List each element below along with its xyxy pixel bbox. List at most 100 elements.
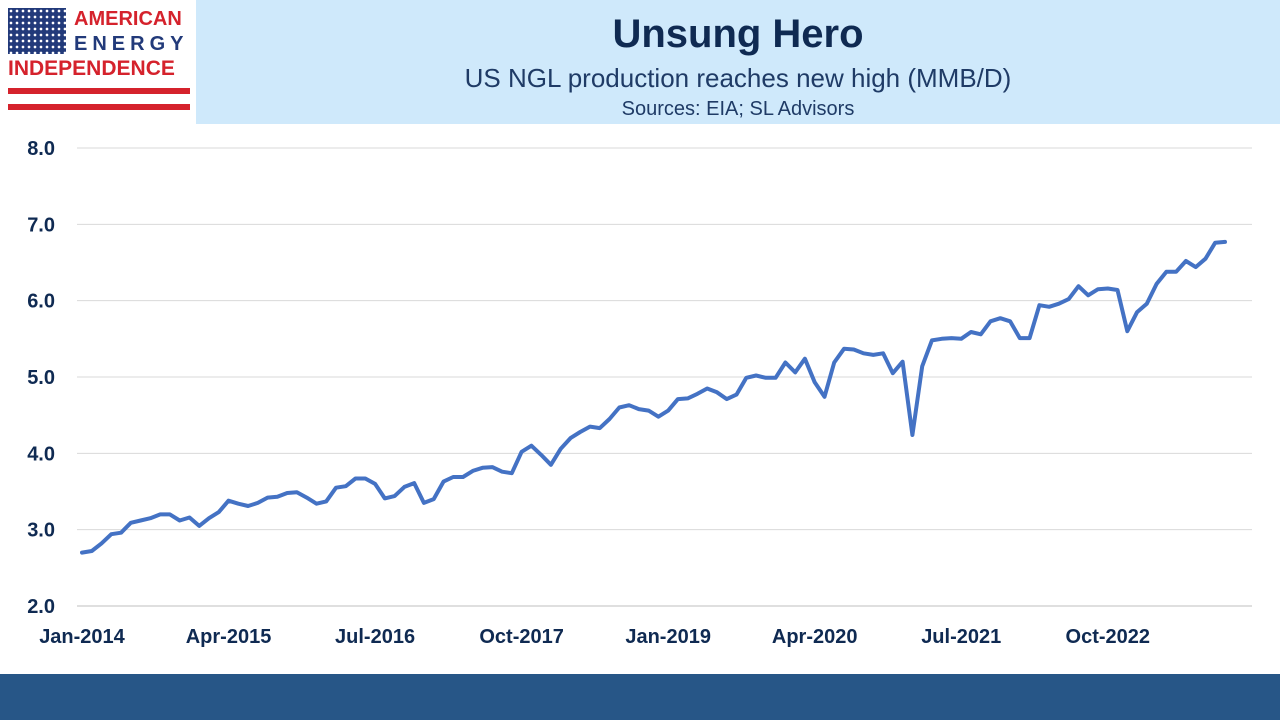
y-tick-label: 7.0 xyxy=(27,214,55,236)
data-point xyxy=(813,380,817,384)
data-point xyxy=(676,397,680,401)
logo-line-1: AMERICAN xyxy=(74,8,182,30)
data-point xyxy=(656,415,660,419)
data-point xyxy=(1145,302,1149,306)
data-point xyxy=(383,496,387,500)
x-axis-ticks: Jan-2014 Apr-2015 Jul-2016 Oct-2017 Jan-2019… xyxy=(39,626,1150,648)
data-point xyxy=(1018,336,1022,340)
chart-source: Sources: EIA; SL Advisors xyxy=(621,98,855,120)
data-point xyxy=(1086,293,1090,297)
data-point xyxy=(1155,282,1159,286)
data-point xyxy=(256,501,260,505)
y-tick-label: 8.0 xyxy=(27,138,55,160)
data-point xyxy=(647,409,651,413)
data-point xyxy=(871,353,875,357)
x-tick-label: Jan-2019 xyxy=(625,626,711,648)
data-point xyxy=(852,348,856,351)
data-point xyxy=(158,512,162,516)
data-point xyxy=(1037,303,1041,307)
x-tick-label: Oct-2017 xyxy=(479,626,564,648)
x-tick-label: Jan-2014 xyxy=(39,626,125,648)
y-tick-label: 2.0 xyxy=(27,596,55,618)
chart-title: Unsung Hero xyxy=(612,12,864,56)
ngl-production-line-chart: 2.0 3.0 4.0 5.0 6.0 7.0 8.0 Jan-2014 Apr-2015 Ju… xyxy=(27,138,1252,648)
data-point xyxy=(178,519,182,522)
y-tick-label: 3.0 xyxy=(27,520,55,542)
gridlines xyxy=(77,147,1252,607)
data-point xyxy=(803,357,807,361)
data-point xyxy=(1125,329,1129,333)
data-point xyxy=(275,495,279,499)
data-point xyxy=(139,519,143,522)
data-point xyxy=(686,396,690,400)
data-point xyxy=(725,397,729,401)
data-point xyxy=(910,433,914,437)
data-point xyxy=(344,484,348,488)
data-point xyxy=(1204,257,1207,261)
data-point xyxy=(1184,259,1188,263)
data-point xyxy=(598,426,602,430)
data-point xyxy=(373,482,377,486)
data-point xyxy=(207,516,211,520)
data-point xyxy=(90,549,94,553)
data-point xyxy=(1047,305,1051,309)
data-point xyxy=(246,504,250,508)
data-point xyxy=(940,337,944,341)
data-point xyxy=(920,364,924,368)
data-point xyxy=(529,444,533,448)
data-point xyxy=(696,392,699,396)
data-point xyxy=(578,430,582,434)
data-point xyxy=(266,496,270,500)
data-point xyxy=(862,351,865,355)
logo-line-2: ENERGY xyxy=(74,33,189,55)
data-point xyxy=(520,450,524,454)
x-tick-label: Apr-2015 xyxy=(186,626,272,648)
data-point xyxy=(959,337,963,341)
data-point xyxy=(608,417,611,421)
ngl-production-series-line xyxy=(80,239,1227,555)
footer-bar xyxy=(0,674,1280,720)
data-point xyxy=(744,376,748,380)
data-point xyxy=(569,436,572,440)
data-point xyxy=(969,330,973,334)
data-point xyxy=(754,374,758,377)
data-point xyxy=(705,387,709,390)
data-point xyxy=(764,376,768,380)
data-point xyxy=(998,316,1002,320)
data-point xyxy=(227,499,230,503)
data-point xyxy=(129,521,133,525)
data-point xyxy=(451,475,455,479)
logo-stripe xyxy=(8,104,190,110)
x-tick-label: Oct-2022 xyxy=(1066,626,1151,648)
logo-stripe xyxy=(8,88,190,94)
data-point xyxy=(832,361,836,364)
data-point xyxy=(1194,265,1198,269)
data-point xyxy=(842,347,846,351)
data-point xyxy=(627,403,631,407)
data-point xyxy=(1106,287,1110,290)
data-point xyxy=(901,360,905,364)
data-point xyxy=(1223,240,1227,244)
data-point xyxy=(637,407,641,411)
data-point xyxy=(617,406,621,409)
data-point xyxy=(402,485,406,489)
data-point xyxy=(1135,310,1139,314)
data-point xyxy=(393,494,397,498)
data-point xyxy=(774,376,778,380)
data-point xyxy=(559,447,563,451)
y-axis-ticks: 2.0 3.0 4.0 5.0 6.0 7.0 8.0 xyxy=(27,138,55,618)
data-point xyxy=(1028,336,1032,340)
data-point xyxy=(100,541,103,545)
y-tick-label: 6.0 xyxy=(27,291,55,313)
us-flag-icon xyxy=(8,8,66,54)
data-point xyxy=(432,497,436,501)
data-point xyxy=(500,470,504,474)
data-point xyxy=(1174,270,1178,274)
data-point xyxy=(1057,302,1061,306)
header-banner: AMERICAN ENERGY INDEPENDENCE Unsung Hero… xyxy=(0,0,1280,124)
data-point xyxy=(442,480,445,484)
data-point xyxy=(881,351,885,355)
data-point xyxy=(783,361,787,364)
data-point xyxy=(481,466,484,470)
data-point xyxy=(1164,270,1168,274)
